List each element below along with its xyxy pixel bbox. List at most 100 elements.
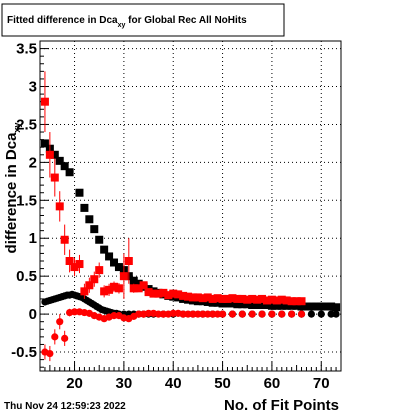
y-tick-label: 1 xyxy=(29,230,37,247)
data-point-circle xyxy=(332,310,340,318)
data-point-square xyxy=(50,173,59,182)
data-point-square xyxy=(307,302,316,311)
y-axis-title: difference in Dcaxy xyxy=(3,123,22,254)
data-point-square xyxy=(292,301,301,310)
data-point-square xyxy=(312,302,321,311)
y-tick-label: 3 xyxy=(29,79,37,96)
data-point-square xyxy=(253,295,262,304)
data-point-square xyxy=(55,156,64,165)
data-point-square xyxy=(248,294,257,303)
data-point-square xyxy=(317,302,326,311)
data-point-square xyxy=(253,301,262,309)
data-point-circle xyxy=(144,309,153,317)
series-group xyxy=(40,71,306,306)
data-point-circle xyxy=(46,349,54,358)
x-axis-title: No. of Fit Points xyxy=(224,397,339,414)
data-point-circle xyxy=(258,310,266,318)
data-point-square xyxy=(267,301,276,310)
x-tick-label: 60 xyxy=(264,375,281,392)
data-point-circle xyxy=(228,310,237,318)
data-point-square xyxy=(277,301,286,310)
data-point-circle xyxy=(159,310,167,318)
data-point-square xyxy=(327,302,336,311)
data-point-square xyxy=(80,203,89,212)
data-point-circle xyxy=(327,310,335,318)
data-point-square xyxy=(272,301,281,310)
data-point-circle xyxy=(135,310,143,318)
data-point-square xyxy=(95,235,104,244)
x-tick-label: 40 xyxy=(165,375,182,392)
data-point-square xyxy=(267,295,276,304)
data-point-circle xyxy=(204,310,212,318)
data-point-square xyxy=(213,298,222,307)
data-point-square xyxy=(65,168,74,177)
data-point-circle xyxy=(268,310,276,318)
series-group xyxy=(41,308,306,362)
data-point-circle xyxy=(56,318,64,326)
data-point-square xyxy=(179,291,188,300)
data-point-square xyxy=(40,139,49,148)
data-point-square xyxy=(85,215,94,224)
data-point-square xyxy=(80,287,89,296)
data-point-square xyxy=(203,293,212,302)
y-axis-title-subscript: xy xyxy=(12,123,22,133)
data-point-square xyxy=(198,294,207,303)
data-point-circle xyxy=(278,310,286,318)
data-point-square xyxy=(75,188,84,197)
data-point-square xyxy=(258,301,267,309)
data-point-square xyxy=(70,263,79,272)
data-point-square xyxy=(332,303,341,312)
chart-title-main: Fitted difference in Dca xyxy=(7,15,118,26)
y-tick-label: 3.5 xyxy=(16,41,37,58)
data-point-circle xyxy=(209,310,217,318)
data-point-square xyxy=(55,202,64,211)
data-point-circle xyxy=(61,334,69,342)
data-point-square xyxy=(75,260,84,269)
data-point-square xyxy=(203,297,212,306)
data-point-square xyxy=(164,291,173,300)
data-point-square xyxy=(228,299,237,308)
data-point-square xyxy=(188,293,197,302)
chart-title-frame xyxy=(1,3,285,37)
x-tick-label: 20 xyxy=(66,375,83,392)
data-point-square xyxy=(243,300,252,309)
data-point-square xyxy=(228,294,237,303)
data-point-square xyxy=(223,294,232,303)
data-point-square xyxy=(40,97,49,106)
y-axis-title-main: difference in Dca xyxy=(3,132,20,254)
data-point-circle xyxy=(184,310,192,318)
data-point-circle xyxy=(317,310,325,318)
data-point-square xyxy=(100,245,109,254)
data-point-square xyxy=(154,289,163,298)
data-point-circle xyxy=(51,333,59,341)
data-point-square xyxy=(50,150,59,159)
x-tick-label: 30 xyxy=(116,375,133,392)
data-point-square xyxy=(238,300,247,309)
data-point-square xyxy=(287,301,296,310)
data-point-circle xyxy=(154,310,163,318)
chart-title: Fitted difference in Dcaxy for Global Re… xyxy=(7,15,247,29)
data-point-square xyxy=(233,294,242,303)
data-point-square xyxy=(243,295,252,304)
data-point-circle xyxy=(248,310,256,318)
data-point-square xyxy=(90,275,99,284)
y-tick-label: 1.5 xyxy=(16,192,37,209)
data-point-circle xyxy=(110,312,118,320)
tick-layer: 20 30 40 50 60 70 -0.5 0 0.5 1 1.5 2 2.5 3 3.5 xyxy=(11,41,337,392)
data-point-square xyxy=(174,290,183,299)
data-point-square xyxy=(159,288,168,297)
data-point-square xyxy=(218,299,227,308)
data-point-square xyxy=(144,288,153,297)
chart-title-rest: for Global Rec All NoHits xyxy=(125,15,247,26)
data-point-square xyxy=(119,272,128,281)
data-point-square xyxy=(302,302,311,311)
data-point-square xyxy=(184,292,193,301)
data-point-square xyxy=(105,285,114,294)
data-point-square xyxy=(258,294,267,303)
data-point-circle xyxy=(169,309,177,317)
data-point-square xyxy=(110,258,119,267)
data-point-circle xyxy=(189,310,197,318)
data-point-square xyxy=(60,235,69,244)
data-point-square xyxy=(277,295,286,304)
data-point-square xyxy=(114,263,123,272)
